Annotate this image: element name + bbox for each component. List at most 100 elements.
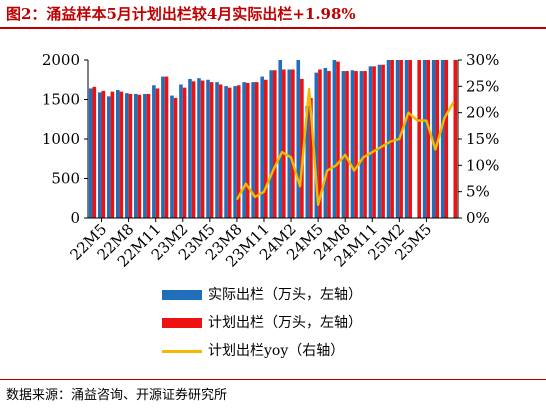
bar-actual [287, 69, 292, 218]
y-right-tick-label: 20% [466, 104, 499, 122]
legend-item-plan: 计划出栏（万头，左轴） [162, 313, 362, 341]
bar-plan [273, 70, 277, 219]
bar-actual [215, 82, 219, 219]
bar-actual [161, 76, 165, 218]
bar-actual [260, 76, 264, 218]
bar-actual [431, 60, 436, 218]
bar-actual [97, 92, 102, 218]
bar-actual [206, 79, 210, 218]
bar-actual [377, 64, 382, 219]
bar-plan [191, 81, 196, 218]
bar-actual [251, 82, 255, 219]
bar-actual [152, 85, 156, 218]
bar-actual [305, 105, 310, 218]
bar-plan [155, 88, 160, 218]
legend-label-yoy: 计划出栏yoy（右轴） [208, 343, 345, 359]
bar-actual [170, 95, 174, 218]
bar-plan [200, 80, 205, 218]
bar-actual [314, 72, 319, 218]
y-left-tick-label: 0 [70, 209, 80, 227]
bar-plan [390, 60, 394, 218]
y-right-tick-label: 5% [466, 183, 490, 201]
bar-actual [341, 71, 346, 218]
bar-plan [146, 93, 151, 218]
y-right-tick-label: 15% [466, 130, 499, 148]
bar-actual [224, 86, 228, 218]
y-left-tick-label: 1000 [42, 130, 80, 148]
bar-actual [359, 71, 364, 218]
bar-actual [242, 82, 246, 219]
bar-plan [345, 71, 349, 218]
y-right-tick-label: 10% [466, 156, 499, 174]
plot-layer: 05001000150020000%5%10%15%20%25%30%22M52… [42, 51, 500, 271]
bar-actual [332, 60, 337, 218]
bar-plan [173, 97, 178, 218]
bar-plan [399, 60, 403, 218]
legend-item-actual: 实际出栏（万头，左轴） [162, 285, 362, 313]
bar-plan [227, 87, 232, 219]
bar-plan [300, 78, 304, 219]
bar-actual [125, 93, 129, 218]
source-note: 数据来源：涌益咨询、开源证券研究所 [6, 388, 228, 403]
legend-label-actual: 实际出栏（万头，左轴） [208, 287, 362, 303]
bar-plan [309, 97, 313, 218]
bar-plan [291, 69, 295, 218]
bar-actual [404, 60, 409, 218]
bar-actual [422, 60, 427, 218]
bar-plan [408, 60, 412, 218]
bar-plan [209, 82, 214, 219]
bar-plan [92, 86, 97, 218]
chart-title: 图2：涌益样本5月计划出栏较4月实际出栏+1.98% [6, 5, 356, 23]
bar-plan [417, 60, 421, 218]
bar-plan [182, 87, 187, 219]
bar-actual [368, 66, 373, 218]
chart-canvas: 05001000150020000%5%10%15%20%25%30%22M52… [42, 51, 500, 271]
bar-plan [128, 93, 133, 218]
bar-plan [110, 91, 115, 218]
y-left-tick-label: 2000 [42, 51, 80, 69]
bar-actual [440, 60, 445, 218]
bar-plan [336, 61, 340, 218]
bar-plan [164, 76, 169, 218]
bar-actual [115, 90, 120, 218]
bar-plan [318, 69, 322, 218]
legend-item-yoy: 计划出栏yoy（右轴） [162, 341, 362, 369]
source-rule [0, 379, 546, 380]
bar-plan [381, 64, 385, 219]
y-left-tick-label: 500 [51, 170, 80, 188]
bar-plan [354, 71, 358, 218]
bar-actual [386, 60, 391, 218]
bar-actual [197, 78, 201, 218]
y-right-tick-label: 25% [466, 77, 499, 95]
bar-plan [263, 79, 268, 218]
bar-plan [137, 94, 142, 218]
bar-plan [218, 84, 223, 219]
bar-actual [88, 88, 93, 218]
legend-label-plan: 计划出栏（万头，左轴） [208, 315, 362, 331]
bar-actual [323, 67, 328, 219]
bar-plan [245, 82, 250, 218]
bar-plan [426, 60, 431, 218]
bar-actual [106, 96, 111, 218]
bar-actual [143, 93, 147, 218]
bar-actual [179, 84, 183, 219]
bar-plan [101, 90, 106, 218]
y-right-tick-label: 30% [466, 51, 499, 69]
bar-plan [119, 91, 124, 218]
bar-actual [278, 60, 283, 218]
bar-plan [327, 71, 331, 218]
legend-swatch-actual [162, 290, 202, 300]
bar-actual [188, 78, 192, 219]
bar-plan [453, 60, 458, 218]
bar-actual [269, 70, 273, 219]
bar-plan [254, 82, 259, 219]
bar-plan [282, 69, 286, 218]
legend: 实际出栏（万头，左轴） 计划出栏（万头，左轴） 计划出栏yoy（右轴） [162, 285, 362, 369]
bar-plan [444, 60, 449, 218]
legend-swatch-yoy [162, 349, 202, 353]
bar-plan [236, 85, 241, 218]
bar-actual [350, 70, 355, 219]
y-right-tick-label: 0% [466, 209, 490, 227]
y-left-tick-label: 1500 [42, 91, 80, 109]
bar-plan [372, 66, 376, 218]
